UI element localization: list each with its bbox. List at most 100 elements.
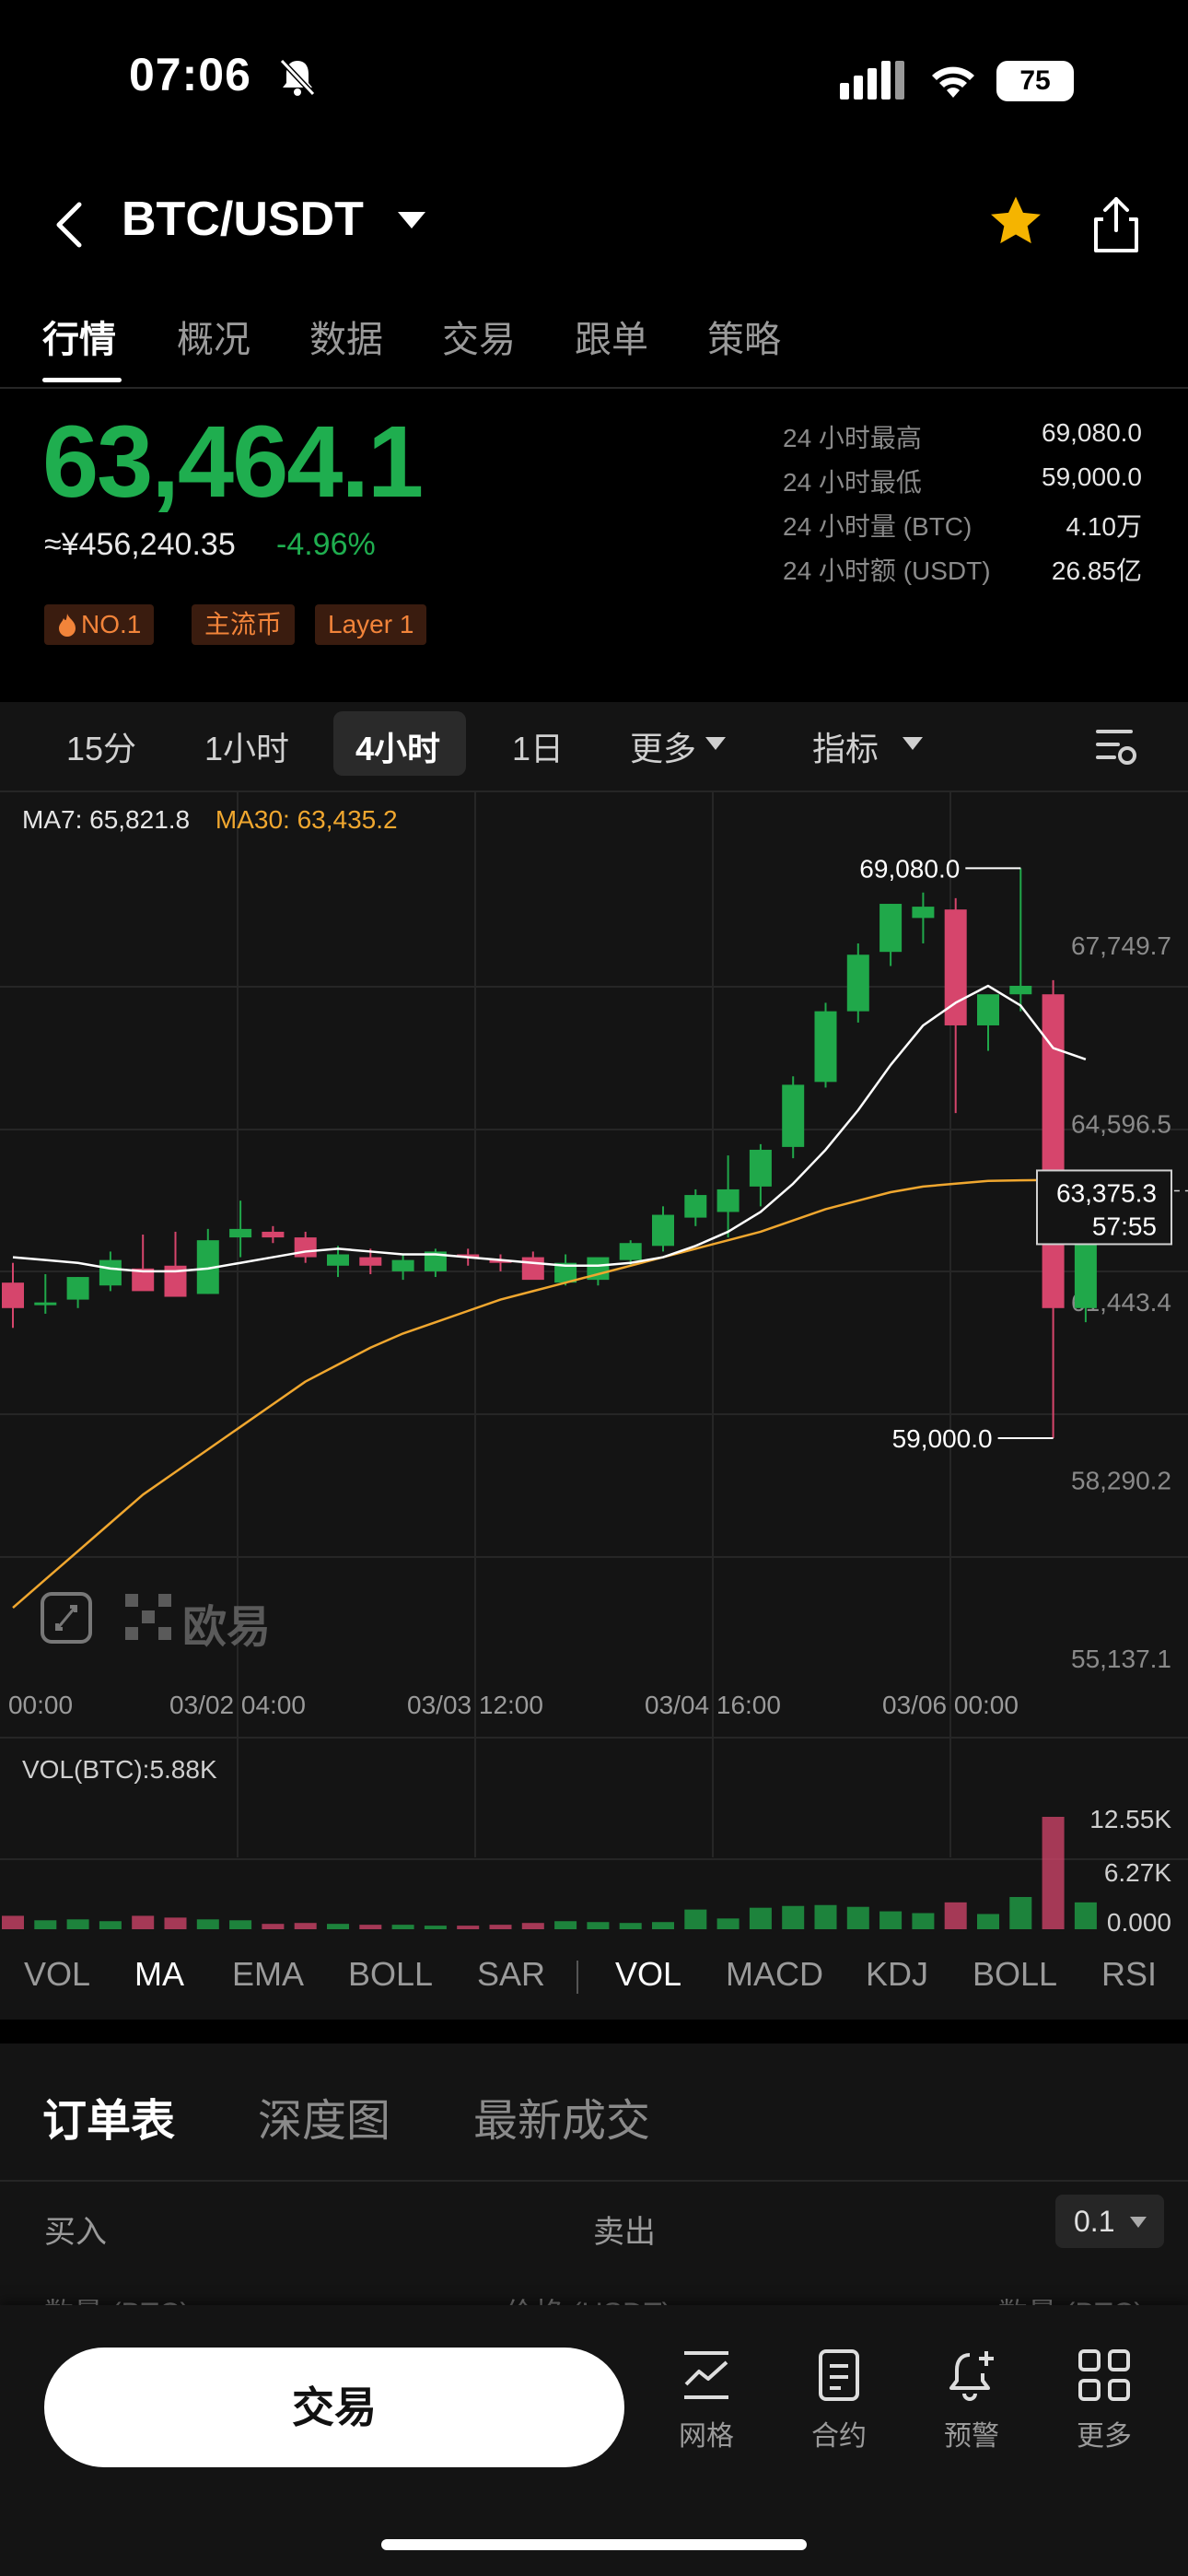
candle-body xyxy=(977,994,999,1025)
stat-volume-label: 24 小时量 (BTC) xyxy=(783,512,973,541)
stat-turnover-label: 24 小时额 (USDT) xyxy=(783,556,991,585)
x-tick-label: 03/06 00:00 xyxy=(882,1691,1019,1719)
candle xyxy=(391,1254,414,1281)
nav-alert[interactable]: 预警 xyxy=(921,2348,1022,2453)
volume-bar xyxy=(327,1924,349,1929)
sub-ind-rsi[interactable]: RSI xyxy=(1101,1955,1158,1993)
volume-tick-label: 6.27K xyxy=(1104,1858,1171,1887)
nav-more-label: 更多 xyxy=(1077,2421,1132,2452)
nav-contract[interactable]: 合约 xyxy=(788,2348,890,2453)
tab-market[interactable]: 行情 xyxy=(42,320,116,360)
tag-layer1[interactable]: Layer 1 xyxy=(315,604,427,645)
candle-body xyxy=(782,1084,805,1147)
candle xyxy=(587,1257,610,1286)
candle xyxy=(262,1225,285,1244)
tag-mainstream[interactable]: 主流币 xyxy=(192,604,296,645)
interval-15m[interactable]: 15分 xyxy=(66,730,137,767)
tab-overview[interactable]: 概况 xyxy=(177,320,250,360)
tab-strategy[interactable]: 策略 xyxy=(707,320,781,360)
tab-data[interactable]: 数据 xyxy=(309,320,383,360)
volume-bar xyxy=(814,1904,837,1929)
orderbook-panel xyxy=(0,2043,1188,2311)
volume-bar xyxy=(229,1920,252,1929)
interval-1h[interactable]: 1小时 xyxy=(204,730,290,767)
fullscreen-icon[interactable] xyxy=(41,1592,92,1644)
trade-button[interactable]: 交易 xyxy=(44,2348,624,2467)
volume-bar xyxy=(489,1925,512,1929)
candle xyxy=(684,1188,707,1226)
candle xyxy=(912,892,935,943)
tab-copy-trade[interactable]: 跟单 xyxy=(575,320,648,360)
sub-ind-boll[interactable]: BOLL xyxy=(973,1955,1058,1993)
volume-bar xyxy=(391,1925,414,1929)
candle xyxy=(521,1251,544,1281)
interval-1d[interactable]: 1日 xyxy=(512,730,565,767)
candle xyxy=(164,1231,187,1297)
candle xyxy=(294,1231,317,1263)
candle xyxy=(359,1248,382,1274)
indicator-bar: VOL MA EMA BOLL SAR VOL MACD KDJ BOLL RS… xyxy=(0,1933,1188,2020)
ob-tab-trades[interactable]: 最新成交 xyxy=(473,2097,651,2146)
ob-step-select[interactable]: 0.1 xyxy=(1055,2195,1164,2248)
candle-body xyxy=(814,1011,837,1083)
interval-bar: 15分 1小时 4小时 1日 更多 指标 xyxy=(0,702,1188,792)
main-ind-ma[interactable]: MA xyxy=(134,1955,184,1993)
candle-body xyxy=(99,1259,122,1286)
ob-divider xyxy=(0,2180,1188,2182)
interval-active-bg xyxy=(333,711,466,776)
candle xyxy=(716,1155,740,1238)
volume-bar xyxy=(977,1914,999,1929)
stat-high-label: 24 小时最高 xyxy=(783,424,922,452)
volume-bar xyxy=(782,1905,805,1929)
caret-down-icon[interactable] xyxy=(398,212,425,230)
back-icon[interactable] xyxy=(52,199,85,251)
volume-bar xyxy=(716,1918,740,1929)
main-ind-boll[interactable]: BOLL xyxy=(348,1955,434,1993)
volume-bar xyxy=(2,1915,24,1929)
candle-body xyxy=(66,1277,89,1300)
main-ind-vol[interactable]: VOL xyxy=(24,1955,91,1993)
main-ind-sar[interactable]: SAR xyxy=(477,1955,546,1993)
volume-bar xyxy=(66,1919,89,1929)
status-bar xyxy=(0,0,1188,166)
candle-body xyxy=(489,1259,512,1263)
y-tick-label: 67,749.7 xyxy=(1071,931,1171,960)
ma30-line xyxy=(12,1178,1086,1609)
indicator-menu[interactable]: 指标 xyxy=(812,730,879,767)
nav-more[interactable]: 更多 xyxy=(1054,2348,1155,2453)
candle-body xyxy=(944,909,967,1025)
sub-ind-macd[interactable]: MACD xyxy=(726,1955,823,1993)
tab-trade[interactable]: 交易 xyxy=(442,320,516,360)
share-icon[interactable] xyxy=(1090,195,1142,254)
last-price: 63,464.1 xyxy=(42,405,424,519)
step-caret-icon xyxy=(1130,2217,1147,2228)
indicator-divider xyxy=(577,1961,578,1994)
indicator-caret-icon xyxy=(903,737,923,750)
sub-ind-vol[interactable]: VOL xyxy=(615,1955,682,1993)
price-chart[interactable]: 67,749.764,596.561,443.458,290.255,137.1… xyxy=(0,790,1188,1933)
nav-grid-label: 网格 xyxy=(679,2421,734,2452)
volume-tick-label: 0.000 xyxy=(1107,1908,1171,1933)
nav-grid[interactable]: 网格 xyxy=(656,2348,757,2453)
interval-4h[interactable]: 4小时 xyxy=(355,730,441,767)
volume-bar xyxy=(879,1911,903,1929)
volume-bar xyxy=(912,1913,935,1929)
stat-low-value: 59,000.0 xyxy=(1042,463,1142,491)
main-ind-ema[interactable]: EMA xyxy=(232,1955,305,1993)
interval-more[interactable]: 更多 xyxy=(630,730,697,767)
tag-rank[interactable]: NO.1 xyxy=(44,604,155,645)
y-tick-label: 58,290.2 xyxy=(1071,1467,1171,1495)
volume-bar xyxy=(554,1921,577,1929)
candle xyxy=(814,1002,837,1088)
candle-body xyxy=(1009,986,1032,995)
ob-tab-depth[interactable]: 深度图 xyxy=(258,2097,391,2146)
y-tick-label: 64,596.5 xyxy=(1071,1110,1171,1139)
sub-ind-kdj[interactable]: KDJ xyxy=(866,1955,929,1993)
pair-title[interactable]: BTC/USDT xyxy=(122,193,364,246)
chart-settings-icon[interactable] xyxy=(1094,724,1138,768)
star-icon[interactable] xyxy=(984,192,1048,252)
tag-rank-label: NO.1 xyxy=(81,610,142,638)
ob-tab-orders[interactable]: 订单表 xyxy=(42,2097,176,2146)
header xyxy=(0,166,1188,304)
candle xyxy=(846,943,869,1023)
